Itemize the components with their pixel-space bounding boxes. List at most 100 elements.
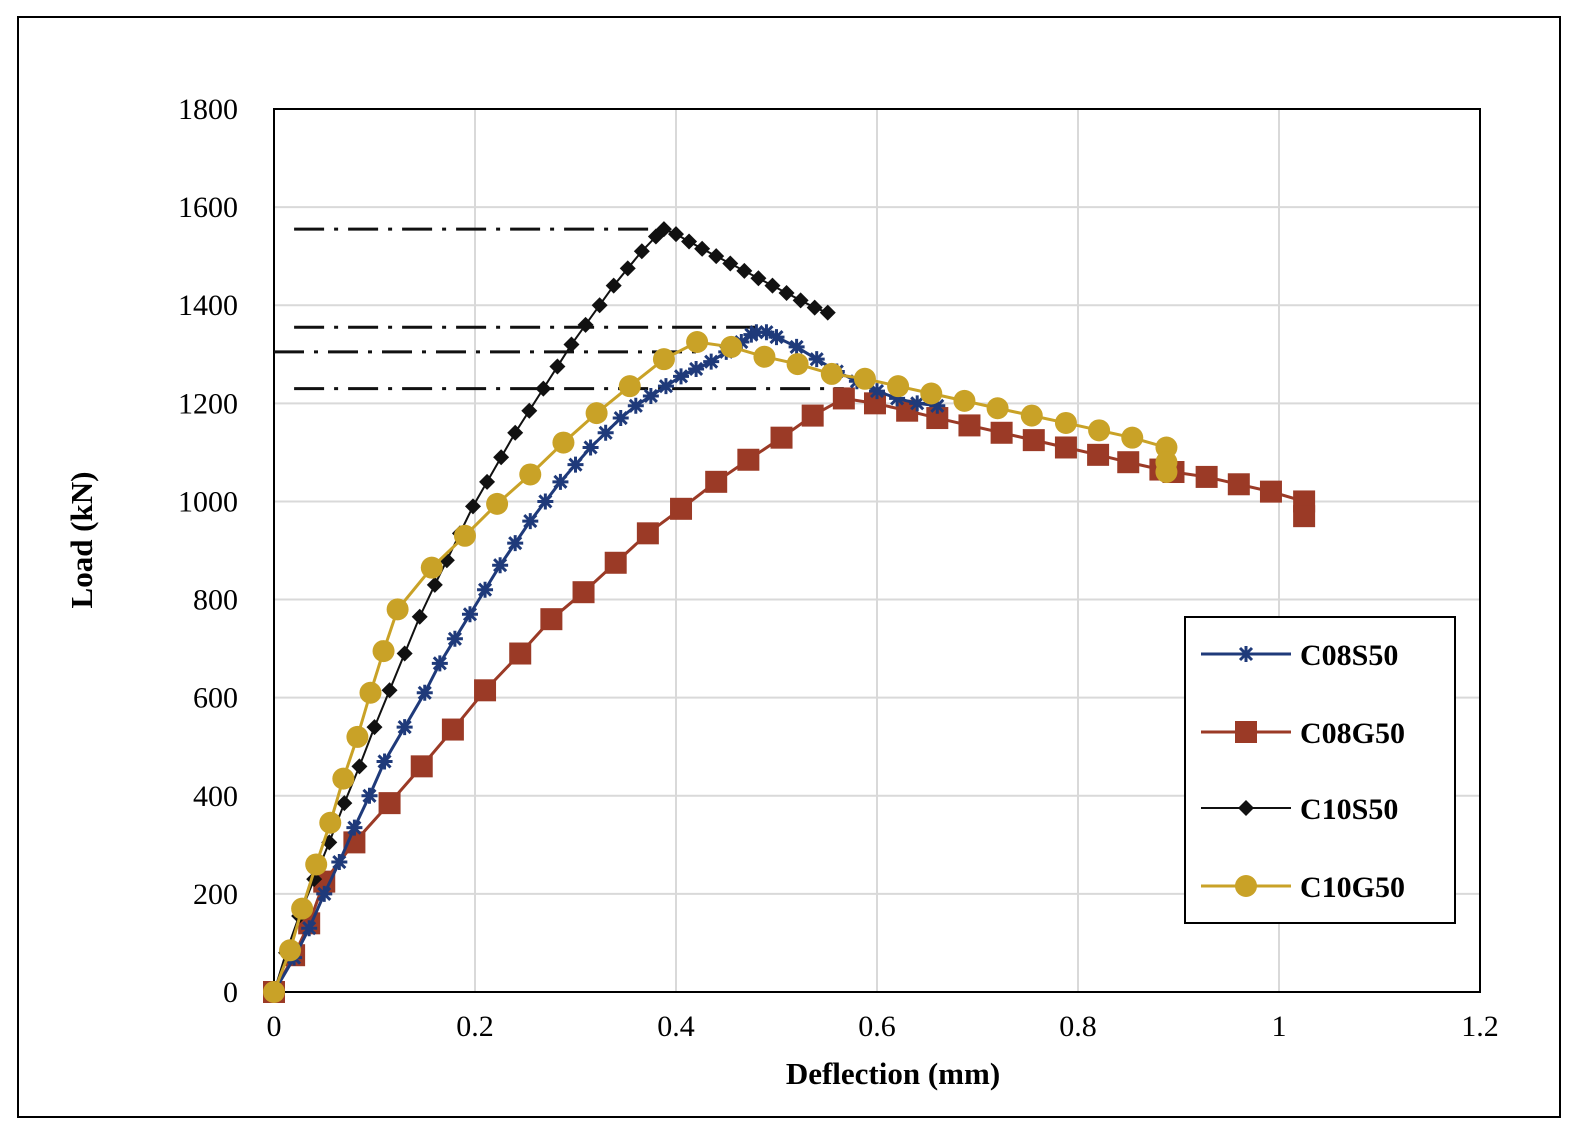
data-point-C08S50: [743, 326, 760, 343]
data-point-C10G50: [853, 367, 876, 390]
data-point-C10G50: [1155, 461, 1178, 484]
legend-label-C08S50: C08S50: [1300, 639, 1398, 672]
data-point-C08S50: [461, 606, 478, 623]
series-C10G50: [263, 331, 1178, 1003]
y-tick-label: 800: [193, 584, 238, 617]
data-point-C10G50: [519, 463, 542, 486]
data-point-C08S50: [642, 387, 659, 404]
data-point-C10S50: [507, 424, 524, 441]
data-point-C08S50: [376, 753, 393, 770]
data-point-C08S50: [361, 787, 378, 804]
tick-labels: 0 0.2 0.4 0.6 0.8 1 1.2 0 200 400 600 800 1000 1200 14…: [178, 93, 1499, 1043]
data-point-C08S50: [768, 329, 785, 346]
data-point-C08S50: [396, 719, 413, 736]
data-point-C08S50: [331, 854, 348, 871]
y-axis-title: Load (kN): [64, 472, 99, 609]
data-point-C10S50: [591, 297, 608, 314]
data-point-C10G50: [332, 767, 355, 790]
x-tick-label: 1: [1272, 1010, 1287, 1043]
data-point-C10G50: [386, 598, 409, 621]
data-point-C08S50: [416, 684, 433, 701]
x-axis-title: Deflection (mm): [786, 1056, 1000, 1091]
legend-marker-C10S50: [1238, 800, 1254, 816]
data-point-C08S50: [507, 535, 524, 552]
series-C08S50: [266, 324, 946, 1000]
legend-label-C08G50: C08G50: [1300, 717, 1405, 750]
data-point-C10G50: [920, 382, 943, 405]
data-point-C10S50: [708, 248, 725, 265]
data-point-C10G50: [618, 375, 641, 398]
data-point-C08S50: [733, 334, 750, 351]
data-point-C08G50: [572, 581, 595, 604]
data-point-C08G50: [670, 497, 693, 520]
data-point-C10G50: [753, 345, 776, 368]
data-point-C08S50: [688, 360, 705, 377]
data-point-C08G50: [1022, 429, 1045, 452]
data-point-C08S50: [597, 424, 614, 441]
data-point-C08S50: [703, 353, 720, 370]
data-point-C10S50: [464, 498, 481, 515]
y-tick-label: 1400: [178, 289, 238, 322]
data-point-C08G50: [441, 718, 464, 741]
data-point-C10S50: [819, 304, 836, 321]
data-point-C10G50: [1121, 426, 1144, 449]
data-point-C08G50: [410, 755, 433, 778]
data-point-C10S50: [351, 758, 368, 775]
series-C10S50: [266, 221, 836, 1000]
data-point-C10S50: [605, 277, 622, 294]
x-tick-label: 0: [267, 1010, 282, 1043]
data-point-C10G50: [319, 811, 342, 834]
legend: C08S50 C08G50 C10S50 C10G50: [1184, 616, 1456, 924]
data-point-C08G50: [378, 792, 401, 815]
x-tick-label: 0.4: [657, 1010, 695, 1043]
data-point-C10S50: [396, 645, 413, 662]
data-point-C10G50: [279, 939, 302, 962]
reference-lines: [274, 227, 844, 391]
data-point-C08S50: [889, 390, 906, 407]
data-point-C10S50: [750, 270, 767, 287]
data-point-C08G50: [1054, 436, 1077, 459]
data-point-C10G50: [1054, 411, 1077, 434]
series-layer: [263, 221, 1316, 1003]
data-point-C10S50: [479, 473, 496, 490]
data-point-C10S50: [681, 233, 698, 250]
data-point-C08G50: [1195, 465, 1218, 488]
data-point-C08G50: [832, 387, 855, 410]
data-point-C10S50: [411, 608, 428, 625]
data-point-C08S50: [567, 456, 584, 473]
data-point-C08S50: [758, 324, 775, 341]
data-point-C10G50: [986, 397, 1009, 420]
data-point-C10S50: [549, 358, 566, 375]
data-point-C10S50: [366, 719, 383, 736]
data-point-C10S50: [668, 226, 684, 243]
data-point-C08S50: [909, 395, 926, 412]
data-point-C08S50: [929, 397, 946, 414]
data-point-C08S50: [537, 493, 554, 510]
data-point-C08G50: [1293, 505, 1316, 528]
data-point-C08S50: [869, 383, 885, 400]
data-point-C08G50: [990, 421, 1013, 444]
data-point-C08G50: [737, 448, 760, 471]
legend-box: [1184, 616, 1456, 924]
data-point-C08G50: [1227, 473, 1250, 496]
data-point-C08G50: [926, 407, 949, 430]
data-point-C08G50: [540, 608, 563, 631]
data-point-C10S50: [806, 299, 823, 316]
data-point-C08S50: [673, 368, 690, 385]
data-point-C10S50: [381, 682, 398, 699]
data-point-C08G50: [509, 642, 532, 665]
data-point-C10G50: [372, 640, 395, 663]
data-point-C10G50: [1020, 404, 1043, 427]
data-point-C10G50: [652, 348, 675, 371]
data-point-C08G50: [705, 470, 728, 493]
data-point-C10G50: [585, 402, 608, 425]
data-point-C10G50: [887, 375, 910, 398]
data-point-C08G50: [958, 414, 981, 437]
data-point-C08S50: [627, 397, 644, 414]
y-tick-label: 1600: [178, 191, 238, 224]
data-point-C10S50: [577, 316, 594, 333]
data-point-C08S50: [657, 378, 674, 395]
y-tick-label: 1200: [178, 387, 238, 420]
data-point-C10S50: [563, 336, 580, 353]
